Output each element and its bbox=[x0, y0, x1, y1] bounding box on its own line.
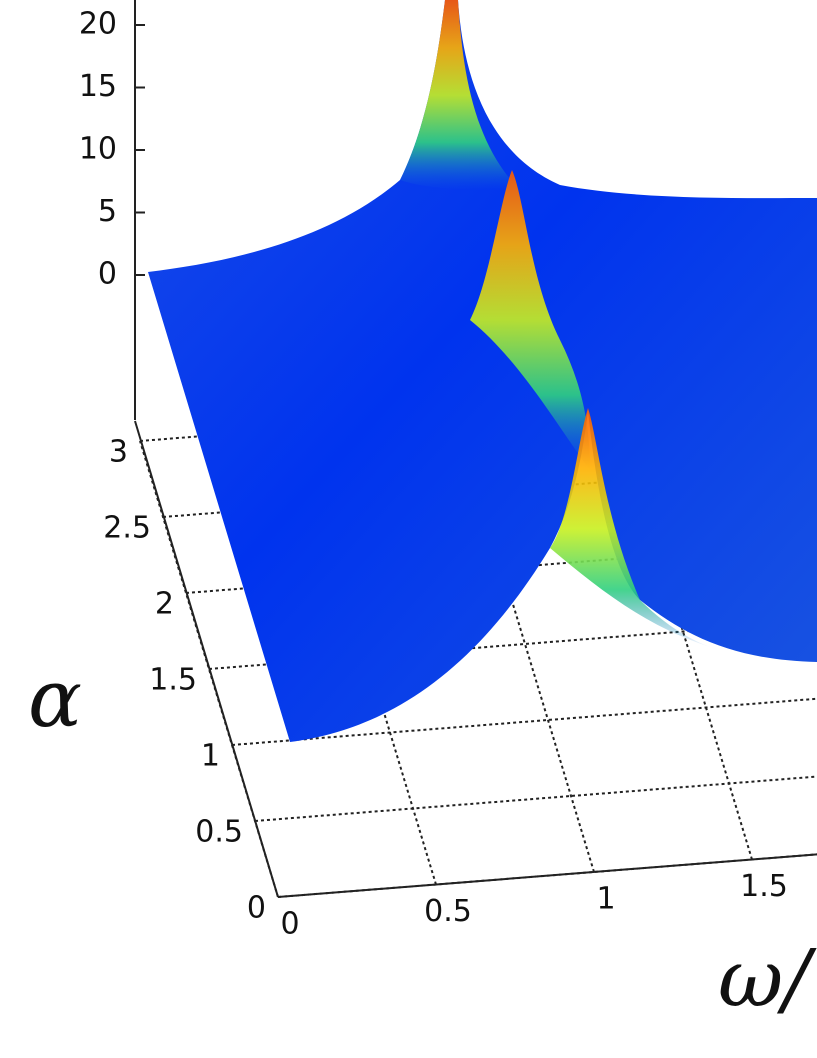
z-tick-label: 10 bbox=[79, 132, 117, 167]
y-axis bbox=[134, 420, 279, 898]
x-tick-label: 1.5 bbox=[740, 869, 788, 904]
z-tick-label: 5 bbox=[98, 194, 117, 229]
x-axis-label: ω/ bbox=[718, 932, 817, 1025]
grid-line bbox=[231, 697, 817, 746]
grid-line bbox=[254, 775, 817, 822]
z-tick-label: 15 bbox=[79, 69, 117, 104]
y-tick-label: 2 bbox=[155, 587, 174, 622]
y-tick-label: 1.5 bbox=[149, 663, 197, 698]
y-tick-label: 2.5 bbox=[103, 511, 151, 546]
ridge bbox=[400, 0, 520, 190]
x-tick-label: 0 bbox=[280, 907, 299, 942]
y-axis-label: α bbox=[28, 652, 82, 745]
surface-sheet bbox=[148, 0, 817, 742]
ridge bbox=[550, 408, 720, 650]
y-tick-label: 1 bbox=[201, 739, 220, 774]
axes: 0 0.5 1 1.5 2 2.5 3 0 0.5 1 1.5 0 5 10 15 20 bbox=[79, 0, 817, 942]
ridge bbox=[470, 170, 590, 470]
y-tick-label: 3 bbox=[109, 435, 128, 470]
x-tick-label: 0.5 bbox=[424, 894, 472, 929]
y-tick-label: 0 bbox=[247, 891, 266, 926]
x-tick-label: 1 bbox=[596, 882, 615, 917]
x-axis bbox=[277, 853, 817, 898]
grid-line bbox=[277, 853, 817, 898]
z-tick-label: 0 bbox=[98, 257, 117, 292]
surface bbox=[148, 0, 817, 742]
z-tick-label: 20 bbox=[79, 7, 117, 42]
y-tick-label: 0.5 bbox=[195, 815, 243, 850]
